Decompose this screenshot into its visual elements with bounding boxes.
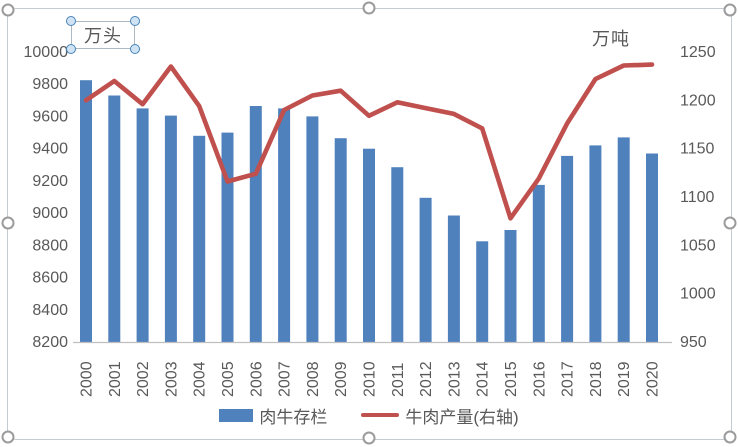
chart-resize-handle-bottom-center[interactable]: [362, 431, 376, 445]
x-axis-label: 2020: [645, 361, 662, 397]
left-axis-tick-label: 8600: [32, 270, 68, 287]
right-axis-tick-label: 1200: [680, 92, 716, 109]
bar-2013[interactable]: [447, 215, 460, 343]
legend-item-beef-output[interactable]: 牛肉产量(右轴): [361, 403, 519, 428]
x-axis-label: 2006: [248, 361, 265, 397]
chart-resize-handle-bottom-left[interactable]: [1, 430, 15, 444]
bar-2004[interactable]: [193, 135, 206, 342]
left-axis-tick-label: 9200: [32, 173, 68, 190]
textbox-resize-handle-bottom-right[interactable]: [130, 44, 140, 54]
right-axis-tick-label: 1150: [680, 141, 715, 158]
legend-label-cattle-stock: 肉牛存栏: [259, 407, 328, 427]
bar-2018[interactable]: [589, 145, 602, 342]
x-axis-label: 2019: [616, 361, 633, 397]
x-axis-label: 2016: [531, 361, 548, 397]
right-axis-tick-label: 1100: [680, 189, 715, 206]
bar-2006[interactable]: [249, 106, 262, 342]
bar-2009[interactable]: [334, 138, 347, 342]
left-axis-tick-label: 9000: [32, 205, 68, 222]
x-axis-label: 2013: [446, 361, 463, 397]
bar-2012[interactable]: [419, 197, 432, 342]
legend-line-swatch-icon: [361, 412, 400, 418]
legend-bar-swatch-icon: [219, 408, 254, 422]
legend-item-cattle-stock[interactable]: 肉牛存栏: [219, 403, 327, 428]
bar-2002[interactable]: [136, 108, 149, 343]
chart-resize-handle-mid-right[interactable]: [723, 216, 737, 230]
bar-2016[interactable]: [532, 184, 545, 342]
x-axis-label: 2001: [107, 361, 124, 397]
beef-output-line[interactable]: [83, 62, 655, 221]
bar-2008[interactable]: [306, 116, 319, 343]
bar-2010[interactable]: [363, 148, 375, 342]
chart-resize-handle-top-left[interactable]: [1, 3, 15, 17]
x-axis-label: 2011: [390, 362, 407, 397]
x-axis-label: 2003: [163, 361, 180, 397]
x-axis-label: 2017: [560, 361, 577, 397]
x-axis-label: 2012: [418, 361, 435, 397]
bar-2014[interactable]: [476, 241, 489, 342]
left-axis-tick-label: 9400: [32, 141, 68, 158]
left-axis-title: 万头: [84, 26, 122, 46]
right-axis-tick-label: 1050: [680, 237, 716, 254]
x-axis-label: 2008: [305, 361, 322, 397]
x-axis-label: 2005: [220, 361, 237, 397]
bar-2019[interactable]: [617, 137, 630, 342]
bar-2000[interactable]: [80, 80, 92, 342]
chart-resize-handle-bottom-right[interactable]: [723, 430, 737, 444]
textbox-resize-handle-bottom-left[interactable]: [66, 44, 76, 54]
bar-2011[interactable]: [391, 167, 404, 342]
x-axis-label: 2015: [503, 361, 520, 397]
left-axis-tick-label: 10000: [24, 44, 69, 61]
x-axis-label: 2002: [135, 361, 152, 397]
bar-2007[interactable]: [278, 108, 291, 343]
left-axis-tick-label: 8400: [32, 302, 68, 319]
left-axis-tick-label: 9600: [32, 108, 68, 125]
right-axis-tick-label: 950: [680, 334, 707, 351]
x-axis-label: 2010: [362, 361, 379, 397]
chart-resize-handle-top-center[interactable]: [362, 1, 376, 15]
bar-2017[interactable]: [561, 155, 574, 342]
x-axis-label: 2018: [588, 361, 605, 397]
bar-2020[interactable]: [646, 153, 658, 343]
x-axis-label: 2004: [192, 361, 209, 397]
legend[interactable]: 肉牛存栏 牛肉产量(右轴): [0, 402, 738, 428]
chart-resize-handle-top-right[interactable]: [723, 3, 737, 17]
left-axis-tick-label: 9800: [32, 76, 68, 93]
x-axis-label: 2009: [333, 361, 350, 397]
x-axis-label: 2000: [79, 361, 96, 397]
right-axis-tick-label: 1250: [680, 44, 716, 61]
right-axis-title[interactable]: 万吨: [592, 29, 630, 49]
x-axis-label: 2014: [475, 361, 492, 397]
bar-2001[interactable]: [108, 95, 121, 343]
x-axis-label: 2007: [277, 361, 294, 397]
right-axis-tick-label: 1000: [680, 286, 716, 303]
bar-2015[interactable]: [504, 230, 517, 342]
chart-resize-handle-mid-left[interactable]: [1, 216, 15, 230]
bar-2005[interactable]: [221, 132, 234, 342]
textbox-resize-handle-top-right[interactable]: [130, 16, 140, 26]
left-axis-title-textbox[interactable]: 万头: [66, 16, 140, 54]
bar-2003[interactable]: [164, 115, 177, 342]
textbox-resize-handle-top-left[interactable]: [66, 16, 76, 26]
left-axis-tick-label: 8800: [32, 237, 68, 254]
legend-label-beef-output: 牛肉产量(右轴): [405, 407, 519, 427]
left-axis-tick-label: 8200: [32, 334, 68, 351]
